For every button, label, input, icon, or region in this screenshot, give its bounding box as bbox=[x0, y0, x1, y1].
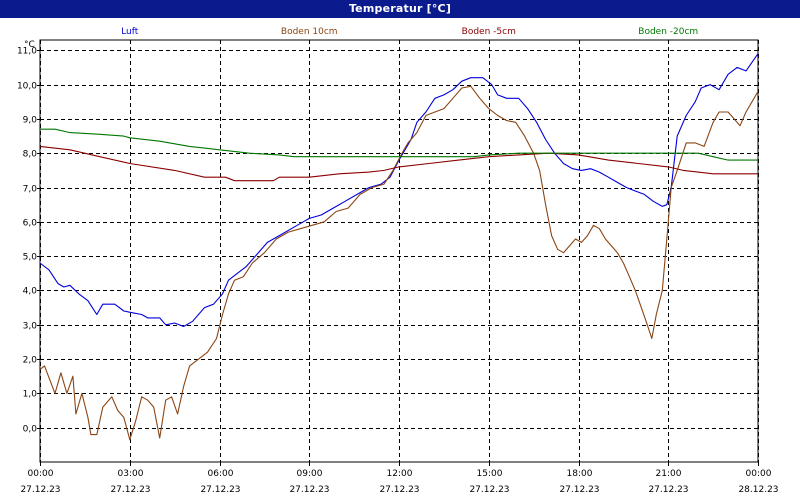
x-tick-time-label: 00:00 bbox=[746, 469, 772, 479]
x-tick-date-label: 27.12.23 bbox=[20, 485, 60, 495]
x-tick-time-label: 18:00 bbox=[567, 469, 593, 479]
y-tick-label: 4,0 bbox=[23, 287, 38, 297]
y-tick-label: 9,0 bbox=[23, 116, 38, 126]
legend-entry: Luft bbox=[121, 27, 139, 37]
series-line bbox=[39, 85, 759, 441]
y-tick-label: 2,0 bbox=[23, 356, 38, 366]
y-tick-label: 11,0 bbox=[17, 47, 37, 57]
x-tick-date-label: 27.12.23 bbox=[289, 485, 329, 495]
y-tick-label: 0,0 bbox=[23, 425, 38, 435]
x-tick-time-label: 03:00 bbox=[118, 469, 144, 479]
x-tick-date-label: 28.12.23 bbox=[738, 485, 778, 495]
chart-title: Temperatur [°C] bbox=[0, 0, 800, 18]
y-tick-label: 8,0 bbox=[23, 150, 38, 160]
x-tick-date-label: 27.12.23 bbox=[559, 485, 599, 495]
x-tick-date-label: 27.12.23 bbox=[200, 485, 240, 495]
x-tick-time-label: 06:00 bbox=[208, 469, 234, 479]
x-tick-time-label: 09:00 bbox=[297, 469, 323, 479]
x-tick-date-label: 27.12.23 bbox=[379, 485, 419, 495]
y-tick-label: 6,0 bbox=[23, 219, 38, 229]
y-tick-label: 5,0 bbox=[23, 253, 38, 263]
legend-entry: Boden -20cm bbox=[638, 27, 698, 37]
x-tick-time-label: 00:00 bbox=[28, 469, 54, 479]
y-tick-label: 1,0 bbox=[23, 390, 38, 400]
x-tick-time-label: 15:00 bbox=[477, 469, 503, 479]
x-tick-date-label: 27.12.23 bbox=[648, 485, 688, 495]
y-tick-label: 3,0 bbox=[23, 322, 38, 332]
y-tick-label: 10,0 bbox=[17, 82, 37, 92]
x-tick-date-label: 27.12.23 bbox=[469, 485, 509, 495]
x-tick-time-label: 21:00 bbox=[656, 469, 682, 479]
series-line bbox=[40, 128, 758, 161]
y-axis-label: °C bbox=[24, 40, 35, 50]
series-line bbox=[39, 145, 758, 182]
x-tick-date-label: 27.12.23 bbox=[110, 485, 150, 495]
y-tick-label: 7,0 bbox=[23, 185, 38, 195]
legend-entry: Boden -5cm bbox=[462, 27, 516, 37]
x-tick-time-label: 12:00 bbox=[387, 469, 413, 479]
legend-entry: Boden 10cm bbox=[281, 27, 338, 37]
